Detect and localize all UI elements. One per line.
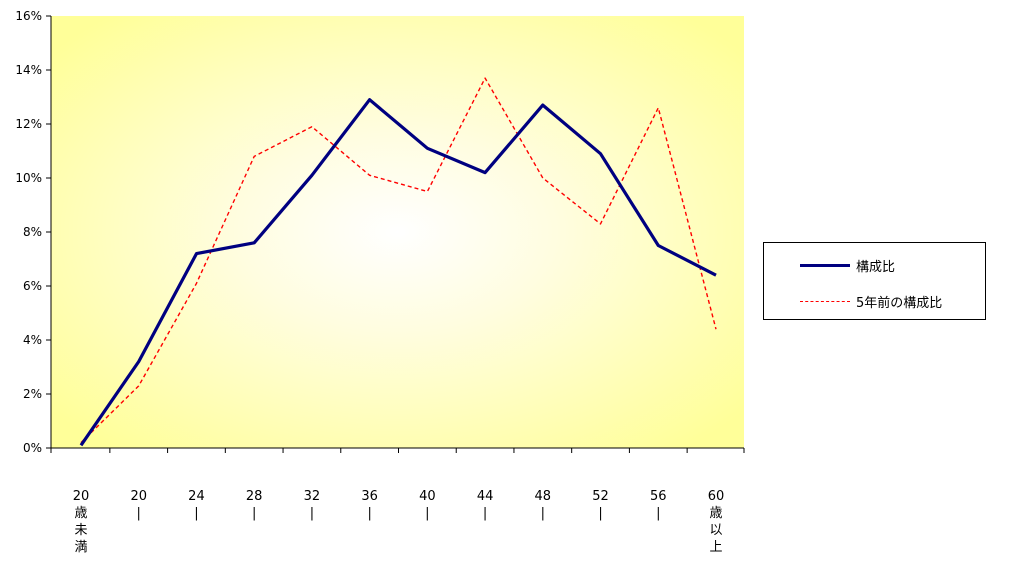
legend-swatch-series-1	[800, 263, 850, 267]
x-tick-label: 24	[188, 489, 205, 504]
x-tick-label: 44	[477, 489, 494, 504]
x-tick-label: 20	[130, 489, 147, 504]
series-lines	[79, 77, 717, 447]
series-line-1	[79, 98, 717, 447]
x-tick-label: |	[367, 506, 371, 521]
x-tick-label: |	[656, 506, 660, 521]
axes	[46, 15, 745, 453]
x-tick-label: 56	[650, 489, 667, 504]
y-tick-label: 8%	[23, 225, 42, 239]
x-tick-label: |	[425, 506, 429, 521]
x-tick-label: 歳	[709, 506, 722, 521]
y-tick-label: 4%	[23, 333, 42, 347]
legend-label-series-1: 構成比	[856, 259, 896, 275]
legend-swatch-series-2	[800, 300, 850, 302]
series-line-2	[80, 77, 717, 444]
x-tick-label: 満	[74, 540, 87, 555]
x-tick-label: 32	[304, 489, 321, 504]
x-tick-label: |	[310, 506, 314, 521]
x-tick-label: 歳	[74, 506, 87, 521]
x-tick-label: |	[598, 506, 602, 521]
x-tick-label: |	[137, 506, 141, 521]
x-tick-label: 28	[246, 489, 263, 504]
legend-label-series-2: 5年前の構成比	[856, 295, 943, 311]
y-axis-labels: 0% 2% 4% 6% 8% 10% 12% 14% 16%	[15, 9, 42, 455]
legend: 構成比 5年前の構成比	[763, 242, 986, 320]
y-tick-label: 10%	[15, 171, 42, 185]
x-tick-label: 52	[592, 489, 609, 504]
plot-area	[51, 16, 744, 448]
x-tick-label: 以	[709, 523, 722, 538]
x-tick-label: 未	[74, 523, 87, 538]
x-tick-label: 36	[361, 489, 378, 504]
x-tick-label: 40	[419, 489, 436, 504]
legend-item-series-2: 5年前の構成比	[764, 291, 942, 311]
legend-item-series-1: 構成比	[764, 255, 895, 275]
x-tick-label: 20	[73, 489, 90, 504]
y-tick-label: 0%	[23, 441, 42, 455]
x-tick-label: |	[483, 506, 487, 521]
x-tick-label: 上	[709, 540, 722, 555]
y-tick-label: 12%	[15, 117, 42, 131]
y-tick-label: 16%	[15, 9, 42, 23]
x-tick-label: |	[252, 506, 256, 521]
x-tick-label: |	[541, 506, 545, 521]
y-tick-label: 14%	[15, 63, 42, 77]
y-tick-label: 2%	[23, 387, 42, 401]
x-tick-label: 60	[708, 489, 725, 504]
x-tick-label: |	[194, 506, 198, 521]
y-tick-label: 6%	[23, 279, 42, 293]
x-tick-label: 48	[535, 489, 552, 504]
